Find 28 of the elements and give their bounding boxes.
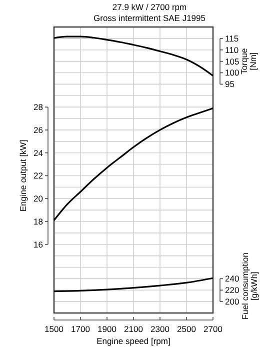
y-tick-label: 24: [34, 148, 44, 158]
y3-tick-label: 220: [225, 285, 240, 296]
y3-tick-label: 200: [225, 296, 240, 307]
x-axis-title: Engine speed [rpm]: [96, 336, 170, 346]
x-tick-label: 1900: [98, 324, 117, 334]
y-tick-label: 16: [34, 239, 44, 250]
x-tick-label: 2300: [150, 324, 170, 334]
y-tick-label: 28: [34, 102, 44, 112]
y-tick-label: 26: [34, 124, 44, 135]
y-tick-label: 20: [34, 194, 44, 204]
y2-tick-label: 95: [225, 79, 235, 90]
y2-tick-label: 110: [225, 44, 239, 55]
y-tick-label: 18: [34, 216, 44, 226]
y3-axis-title: Fuel consumption [g/kWh]: [240, 252, 259, 320]
y2-tick-label: 115: [225, 33, 239, 44]
y3-tick-label: 240: [225, 274, 240, 284]
y-axis-title: Engine output [kW]: [18, 140, 28, 212]
y-tick-label: 22: [34, 170, 44, 181]
x-tick-label: 2700: [204, 324, 223, 334]
x-tick-label: 1500: [44, 324, 64, 334]
chart-title: 27.9 kW / 2700 rpm: [112, 2, 187, 12]
y2-axis-title: Torque [Nm]: [239, 48, 258, 74]
chart-subtitle: Gross intermittent SAE J1995: [94, 13, 206, 23]
x-tick-label: 2100: [124, 324, 144, 334]
y2-tick-label: 100: [225, 68, 240, 78]
x-tick-label: 2500: [177, 324, 196, 334]
y2-tick-label: 105: [225, 56, 240, 66]
x-tick-label: 1700: [71, 324, 90, 334]
